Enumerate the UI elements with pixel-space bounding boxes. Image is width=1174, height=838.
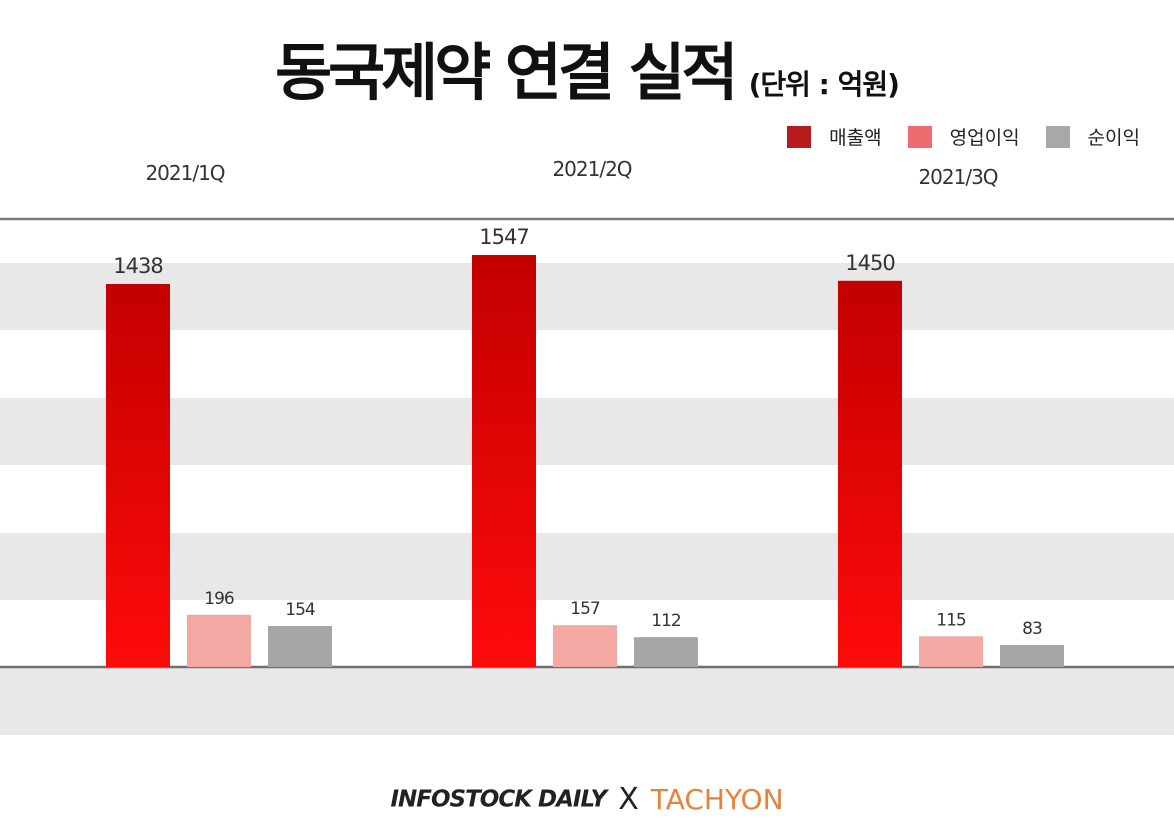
bars	[106, 254, 1064, 668]
bar-net-profit	[268, 625, 332, 667]
category-label: 2021/1Q	[145, 161, 224, 185]
title-row: 동국제약 연결 실적 (단위 : 억원)	[0, 22, 1174, 112]
bar-operating-profit	[919, 636, 983, 667]
data-label: 1438	[113, 254, 162, 278]
bar-sales	[106, 284, 170, 667]
grid-band	[0, 668, 1174, 735]
category-label: 2021/2Q	[552, 157, 631, 181]
data-label: 115	[936, 610, 966, 630]
infostock-logo: INFOSTOCK DAILY	[390, 786, 607, 813]
data-label: 154	[285, 600, 315, 620]
legend-label-net-profit: 순이익	[1087, 127, 1140, 149]
legend-label-sales: 매출액	[829, 127, 882, 149]
legend-item-operating-profit: 영업이익	[907, 123, 1020, 150]
category-labels: 2021/1Q 2021/2Q 2021/3Q	[145, 157, 998, 189]
bar-operating-profit	[553, 625, 617, 667]
chart-title: 동국제약 연결 실적	[275, 36, 738, 109]
tachyon-logo: TACHYON	[650, 783, 784, 816]
footer: INFOSTOCK DAILY X TACHYON	[0, 782, 1174, 817]
legend-swatch-net-profit	[1045, 125, 1070, 148]
data-label: 196	[204, 589, 234, 609]
legend-item-net-profit: 순이익	[1045, 123, 1140, 150]
legend-swatch-sales	[787, 125, 812, 148]
data-label: 83	[1022, 619, 1042, 639]
grid-band	[0, 533, 1174, 600]
legend-item-sales: 매출액	[787, 123, 882, 150]
legend: 매출액 영업이익 순이익	[761, 123, 1140, 150]
data-label: 112	[651, 611, 681, 631]
bar-sales	[838, 280, 902, 667]
bar-sales	[472, 254, 536, 668]
unit-label: (단위 : 억원)	[748, 68, 900, 101]
category-label: 2021/3Q	[918, 165, 997, 189]
value-labels: 1438 1547 1450 196 157 115 154 112 83	[113, 225, 1043, 639]
legend-label-operating-profit: 영업이익	[949, 127, 1020, 149]
data-label: 1450	[845, 251, 894, 275]
bar-net-profit	[1000, 644, 1064, 667]
brand-separator: X	[618, 782, 639, 817]
data-label: 1547	[479, 225, 528, 249]
legend-swatch-operating-profit	[907, 125, 932, 148]
bar-chart: 2021/1Q 2021/2Q 2021/3Q 1438 1547 1450 196 157…	[0, 157, 1174, 735]
data-label: 157	[570, 599, 600, 619]
grid-band	[0, 263, 1174, 330]
bar-operating-profit	[187, 614, 251, 667]
bar-net-profit	[634, 637, 698, 667]
grid-bands	[0, 263, 1174, 735]
grid-band	[0, 398, 1174, 465]
